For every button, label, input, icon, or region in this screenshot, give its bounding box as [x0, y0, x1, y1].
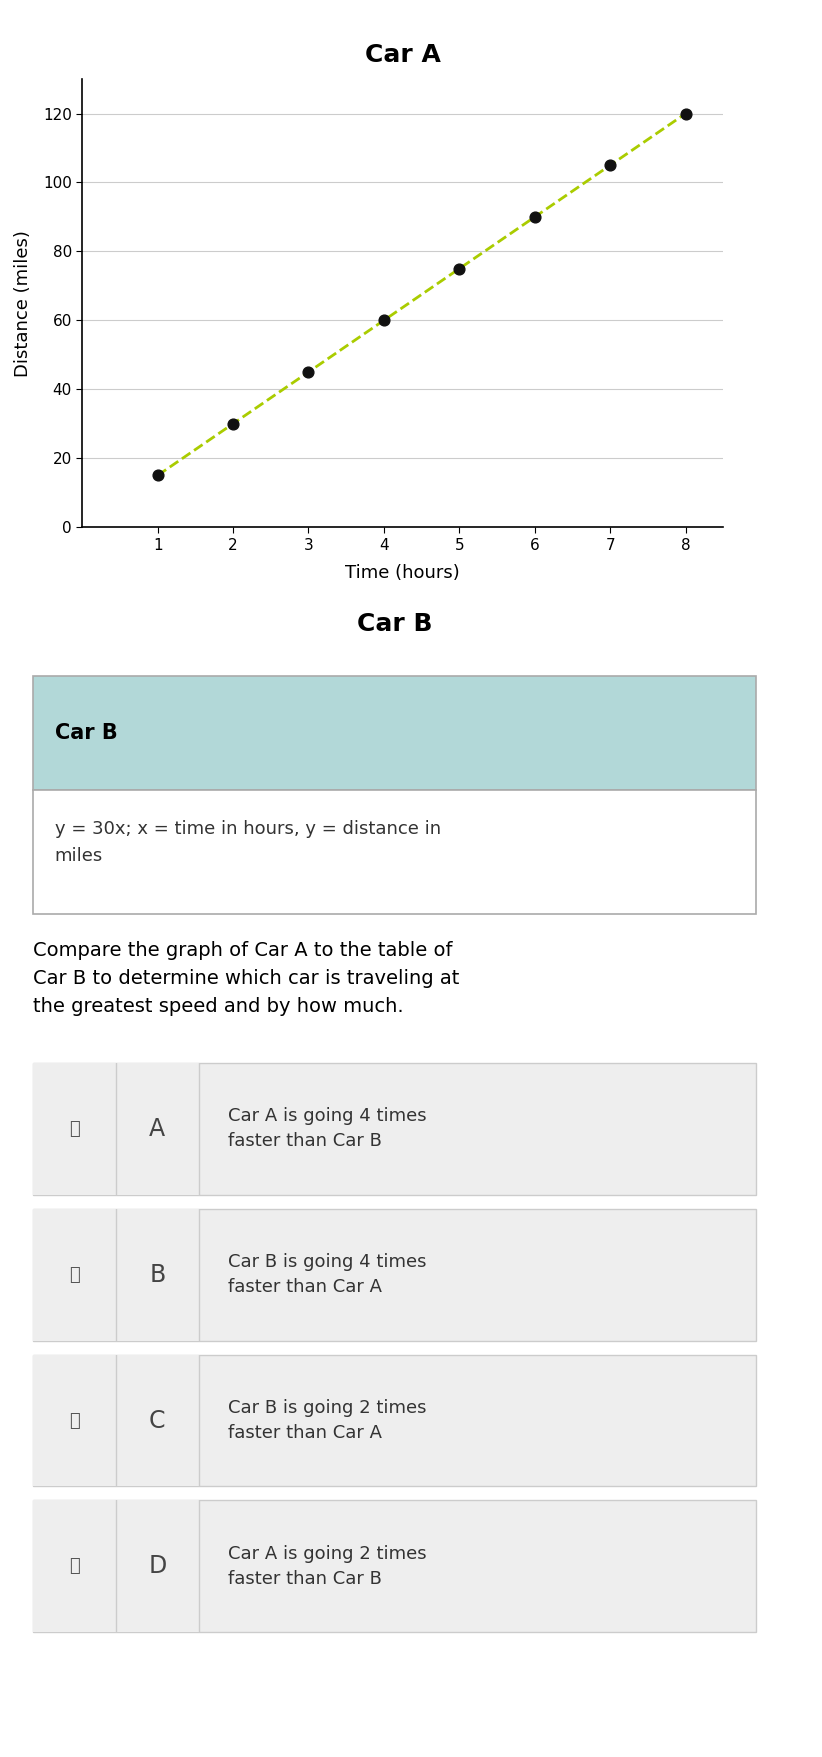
- Text: Car B: Car B: [357, 611, 432, 636]
- Text: y = 30x; x = time in hours, y = distance in
miles: y = 30x; x = time in hours, y = distance…: [54, 821, 441, 864]
- Text: Car A is going 4 times
faster than Car B: Car A is going 4 times faster than Car B: [229, 1107, 427, 1151]
- Point: [151, 462, 164, 490]
- Text: Compare the graph of Car A to the table of
Car B to determine which car is trave: Compare the graph of Car A to the table …: [33, 942, 459, 1016]
- Text: D: D: [148, 1555, 166, 1578]
- FancyBboxPatch shape: [33, 1209, 756, 1341]
- Text: C: C: [149, 1409, 165, 1432]
- Text: 🔇: 🔇: [69, 1265, 80, 1284]
- FancyBboxPatch shape: [33, 791, 756, 914]
- Text: B: B: [149, 1263, 165, 1286]
- Text: Car B: Car B: [54, 724, 118, 743]
- Point: [679, 100, 692, 128]
- Title: Car A: Car A: [365, 44, 441, 67]
- Y-axis label: Distance (miles): Distance (miles): [14, 230, 32, 376]
- FancyBboxPatch shape: [116, 1209, 199, 1341]
- FancyBboxPatch shape: [33, 1063, 756, 1195]
- FancyBboxPatch shape: [33, 1209, 116, 1341]
- Text: Car B is going 4 times
faster than Car A: Car B is going 4 times faster than Car A: [229, 1253, 427, 1297]
- Text: A: A: [150, 1117, 165, 1140]
- Point: [302, 358, 315, 387]
- FancyBboxPatch shape: [33, 1500, 116, 1632]
- Text: Car B is going 2 times
faster than Car A: Car B is going 2 times faster than Car A: [229, 1399, 427, 1442]
- FancyBboxPatch shape: [116, 1063, 199, 1195]
- Text: Car A is going 2 times
faster than Car B: Car A is going 2 times faster than Car B: [229, 1544, 427, 1588]
- FancyBboxPatch shape: [116, 1355, 199, 1486]
- FancyBboxPatch shape: [33, 1500, 756, 1632]
- FancyBboxPatch shape: [33, 676, 756, 791]
- Point: [453, 255, 466, 283]
- Text: 🔇: 🔇: [69, 1557, 80, 1576]
- FancyBboxPatch shape: [116, 1500, 199, 1632]
- FancyBboxPatch shape: [33, 1063, 116, 1195]
- Point: [603, 151, 616, 179]
- FancyBboxPatch shape: [33, 1355, 756, 1486]
- Point: [529, 202, 542, 230]
- Point: [377, 306, 390, 334]
- X-axis label: Time (hours): Time (hours): [345, 564, 460, 582]
- Point: [227, 409, 240, 437]
- Text: 🔇: 🔇: [69, 1119, 80, 1139]
- Text: 🔇: 🔇: [69, 1411, 80, 1430]
- FancyBboxPatch shape: [33, 1355, 116, 1486]
